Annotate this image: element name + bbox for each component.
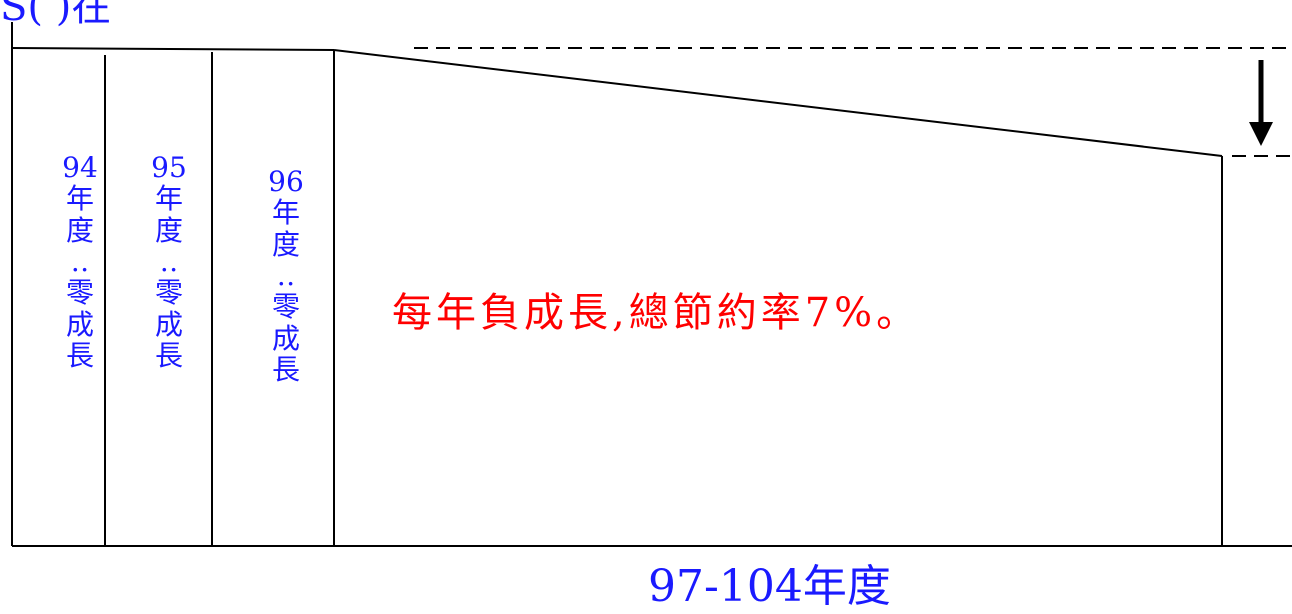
label-year-94: 94 年度 ‥ 零成長 <box>60 152 100 372</box>
year-caption: 年度 ‥ 零成長 <box>154 182 183 373</box>
x-axis-label: 97-104年度 <box>648 561 891 612</box>
year-number: 94 <box>62 151 98 184</box>
cropped-top-label: S( )在 <box>0 0 112 30</box>
year-caption: 年度 ‥ 零成長 <box>271 196 300 387</box>
down-arrow-head <box>1249 122 1273 146</box>
year-number: 95 <box>151 151 187 184</box>
label-year-95: 95 年度 ‥ 零成長 <box>149 152 189 372</box>
saving-note: 每年負成長,總節約率7%。 <box>392 290 921 336</box>
year-caption: 年度 ‥ 零成長 <box>65 182 94 373</box>
year-number: 96 <box>268 165 304 198</box>
declining-budget-line <box>333 49 1223 157</box>
flat-budget-line <box>11 47 335 51</box>
label-year-96: 96 年度 ‥ 零成長 <box>266 166 306 386</box>
